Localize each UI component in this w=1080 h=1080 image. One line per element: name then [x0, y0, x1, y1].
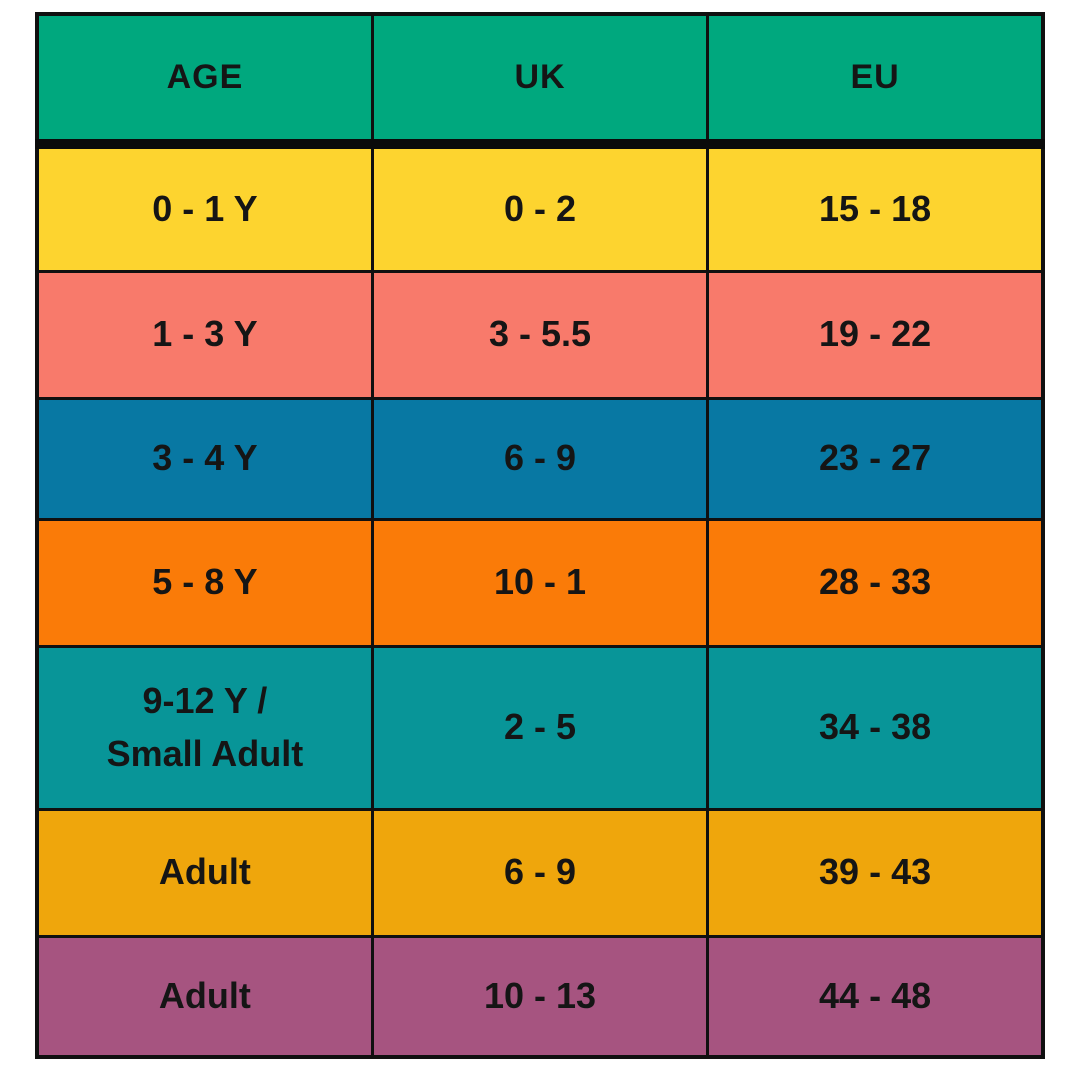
cell-uk: 10 - 13 [370, 934, 710, 1059]
cell-uk: 6 - 9 [370, 396, 710, 521]
cell-uk: 2 - 5 [370, 644, 710, 811]
table-row-adult-2: Adult 10 - 13 44 - 48 [35, 934, 1045, 1059]
cell-uk: 10 - 1 [370, 517, 710, 648]
cell-age: 3 - 4 Y [35, 396, 374, 521]
cell-age: 1 - 3 Y [35, 269, 374, 400]
column-header-uk: UK [370, 12, 710, 149]
table-row-5-8y: 5 - 8 Y 10 - 1 28 - 33 [35, 517, 1045, 648]
cell-age: Adult [35, 807, 374, 938]
cell-eu: 39 - 43 [706, 807, 1045, 938]
table-row-3-4y: 3 - 4 Y 6 - 9 23 - 27 [35, 396, 1045, 521]
size-conversion-table: AGE UK EU 0 - 1 Y 0 - 2 15 - 18 1 - 3 Y … [35, 12, 1045, 1059]
table-row-0-1y: 0 - 1 Y 0 - 2 15 - 18 [35, 142, 1045, 273]
header-row: AGE UK EU [35, 12, 1045, 149]
column-header-age: AGE [35, 12, 374, 149]
table-row-9-12y-small-adult: 9-12 Y / Small Adult 2 - 5 34 - 38 [35, 644, 1045, 811]
cell-eu: 34 - 38 [706, 644, 1045, 811]
cell-age: Adult [35, 934, 374, 1059]
table-row-adult-1: Adult 6 - 9 39 - 43 [35, 807, 1045, 938]
cell-eu: 15 - 18 [706, 142, 1045, 273]
cell-eu: 28 - 33 [706, 517, 1045, 648]
table-body: 0 - 1 Y 0 - 2 15 - 18 1 - 3 Y 3 - 5.5 19… [35, 142, 1045, 1059]
cell-age: 5 - 8 Y [35, 517, 374, 648]
cell-uk: 0 - 2 [370, 142, 710, 273]
table-header: AGE UK EU [35, 12, 1045, 149]
cell-age: 9-12 Y / Small Adult [35, 644, 374, 811]
cell-eu: 44 - 48 [706, 934, 1045, 1059]
cell-eu: 19 - 22 [706, 269, 1045, 400]
cell-eu: 23 - 27 [706, 396, 1045, 521]
table-row-1-3y: 1 - 3 Y 3 - 5.5 19 - 22 [35, 269, 1045, 400]
cell-uk: 6 - 9 [370, 807, 710, 938]
column-header-eu: EU [706, 12, 1045, 149]
cell-age: 0 - 1 Y [35, 142, 374, 273]
cell-uk: 3 - 5.5 [370, 269, 710, 400]
